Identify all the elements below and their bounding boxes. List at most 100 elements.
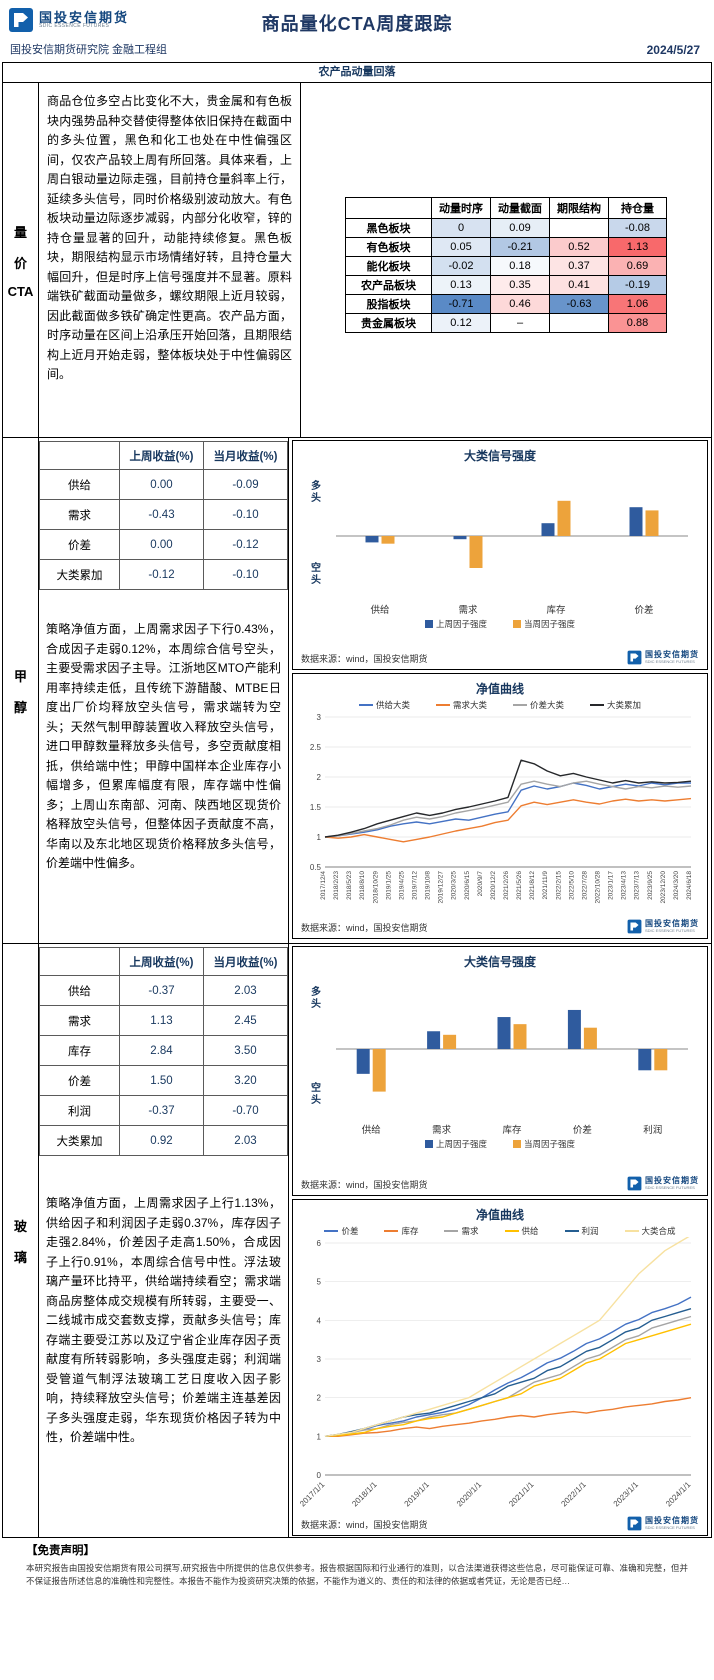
svg-text:价差: 价差 xyxy=(573,1124,592,1136)
svg-text:1: 1 xyxy=(317,833,322,842)
bar-chart-legend: 上周因子强度 当周因子强度 xyxy=(424,618,575,630)
svg-text:2020/3/25: 2020/3/25 xyxy=(451,871,458,900)
svg-text:2022/5/10: 2022/5/10 xyxy=(568,871,575,900)
svg-text:2024/3/20: 2024/3/20 xyxy=(673,871,680,900)
section-label-methanol: 甲醇 xyxy=(3,438,39,943)
glass-signal-strength-chart: 大类信号强度 多头 空头 供给 需求 库存 价差 利润 上周因子强度 当周因子强度 数据来… xyxy=(292,946,708,1196)
long-short-axis-labels: 多头 空头 xyxy=(303,466,325,616)
short-label: 空头 xyxy=(308,1082,320,1106)
svg-text:2018/1/1: 2018/1/1 xyxy=(350,1480,379,1509)
svg-text:2020/6/15: 2020/6/15 xyxy=(464,871,471,900)
svg-text:供给: 供给 xyxy=(362,1124,382,1136)
logo-brand-en: SDIC ESSENCE FUTURES xyxy=(645,927,695,933)
svg-text:2018/10/29: 2018/10/29 xyxy=(372,871,379,904)
bar-chart-legend: 上周因子强度 当周因子强度 xyxy=(424,1138,575,1150)
methanol-left-column: 上周收益(%) 当月收益(%) 供给 0.00 -0.09 需求 -0.43 -0.10 价差 0… xyxy=(39,438,289,943)
svg-text:2022/1/1: 2022/1/1 xyxy=(559,1480,588,1509)
chart-brand-logo: 国投安信期货 SDIC ESSENCE FUTURES xyxy=(627,650,699,665)
report-date: 2024/5/27 xyxy=(646,43,700,57)
svg-text:库存: 库存 xyxy=(502,1124,522,1136)
svg-text:2022/10/28: 2022/10/28 xyxy=(595,871,602,904)
svg-text:2023/1/17: 2023/1/17 xyxy=(608,871,615,900)
logo-brand-cn: 国投安信期货 xyxy=(645,919,699,929)
svg-text:2: 2 xyxy=(317,1394,322,1403)
report-title: 商品量化CTA周度跟踪 xyxy=(261,14,453,34)
report-subtitle: 国投安信期货研究院 金融工程组 xyxy=(10,44,168,56)
bar-chart-title: 大类信号强度 xyxy=(463,955,536,969)
company-logo: 国投安信期货 SDIC ESSENCE FUTURES xyxy=(8,7,129,33)
company-logo-icon xyxy=(9,8,33,32)
line-chart-plot: 0.5 1 1.5 2 2.5 3 2017/12/4 2018/2/23 2018/5/23 2… xyxy=(299,711,701,917)
svg-text:0.5: 0.5 xyxy=(310,863,322,872)
svg-text:2023/12/20: 2023/12/20 xyxy=(660,871,667,904)
methanol-returns-table: 上周收益(%) 当月收益(%) 供给 0.00 -0.09 需求 -0.43 -0.10 价差 0… xyxy=(39,441,288,590)
short-label: 空头 xyxy=(308,562,320,586)
svg-text:2019/1/25: 2019/1/25 xyxy=(385,871,392,900)
svg-text:2020/9/7: 2020/9/7 xyxy=(477,871,484,897)
svg-text:2: 2 xyxy=(317,773,322,782)
logo-brand-en: SDIC ESSENCE FUTURES xyxy=(645,1524,695,1530)
line-chart-legend: 价差 库存 需求 供给 利润 大类合成 xyxy=(324,1225,676,1237)
bar-chart-plot: 供给 需求 库存 价差 利润 xyxy=(325,972,699,1136)
chart-brand-logo: 国投安信期货 SDIC ESSENCE FUTURES xyxy=(627,1516,699,1531)
disclaimer-text: 本研究报告由国投安信期货有限公司撰写,研究报告中所提供的信息仅供参考。报告根据国… xyxy=(26,1563,688,1586)
svg-text:2021/2/26: 2021/2/26 xyxy=(503,871,510,900)
svg-text:6: 6 xyxy=(317,1239,322,1248)
company-logo-icon xyxy=(627,1516,642,1531)
svg-text:5: 5 xyxy=(317,1278,322,1287)
svg-text:1: 1 xyxy=(317,1432,322,1441)
svg-text:2021/1/1: 2021/1/1 xyxy=(507,1480,536,1509)
line-chart-plot: 0 1 2 3 4 5 6 2017/1/1 2018/1/1 2019/1/1 2020/1/1 2… xyxy=(299,1237,701,1514)
data-source-note: 数据来源：wind，国投安信期货 xyxy=(301,1520,428,1530)
chart-brand-logo: 国投安信期货 SDIC ESSENCE FUTURES xyxy=(627,1176,699,1191)
data-source-note: 数据来源：wind，国投安信期货 xyxy=(301,1180,428,1190)
svg-text:2017/12/4: 2017/12/4 xyxy=(320,871,327,900)
line-chart-title: 净值曲线 xyxy=(475,1208,524,1222)
disclaimer: 【免责声明】 本研究报告由国投安信期货有限公司撰写,研究报告中所提供的信息仅供参… xyxy=(0,1542,714,1588)
svg-text:0: 0 xyxy=(317,1471,322,1480)
svg-text:需求: 需求 xyxy=(432,1124,452,1136)
svg-text:1.5: 1.5 xyxy=(310,803,322,812)
methanol-chart-column: 大类信号强度 多头 空头 供给 需求 库存 价差 上周因子强度 当周因子强度 数据来源：… xyxy=(289,438,711,943)
svg-text:2018/8/10: 2018/8/10 xyxy=(359,871,366,900)
cta-heatmap-cell: 动量时序 动量截面 期限结构 持仓量 黑色板块 0 0.09 -0.08 有色板块 0.05 -0.… xyxy=(301,83,711,437)
svg-text:2023/9/25: 2023/9/25 xyxy=(647,871,654,900)
svg-text:利润: 利润 xyxy=(643,1124,662,1136)
svg-text:2018/5/23: 2018/5/23 xyxy=(346,871,353,900)
svg-text:2.5: 2.5 xyxy=(310,743,322,752)
company-logo-icon xyxy=(627,650,642,665)
long-label: 多头 xyxy=(308,986,320,1010)
logo-brand-en: SDIC ESSENCE FUTURES xyxy=(39,23,110,30)
glass-nav-curve-chart: 净值曲线 价差 库存 需求 供给 利润 大类合成 0 1 2 3 4 5 6 2017/1/1 2018/… xyxy=(292,1199,708,1536)
svg-text:2022/2/15: 2022/2/15 xyxy=(555,871,562,900)
logo-brand-cn: 国投安信期货 xyxy=(39,9,130,25)
svg-text:供给: 供给 xyxy=(370,604,390,616)
section-methanol: 甲醇 上周收益(%) 当月收益(%) 供给 0.00 -0.09 需求 -0.43 -0.10… xyxy=(3,438,711,944)
svg-text:2022/7/28: 2022/7/28 xyxy=(581,871,588,900)
svg-text:2024/6/18: 2024/6/18 xyxy=(686,871,693,900)
glass-left-column: 上周收益(%) 当月收益(%) 供给 -0.37 2.03 需求 1.13 2.45 库存 2.8… xyxy=(39,944,289,1538)
svg-text:2019/1/1: 2019/1/1 xyxy=(403,1480,432,1509)
section-label-price-volume-cta: 量价 CTA xyxy=(3,83,39,437)
methanol-signal-strength-chart: 大类信号强度 多头 空头 供给 需求 库存 价差 上周因子强度 当周因子强度 数据来源：… xyxy=(292,440,708,670)
svg-text:需求: 需求 xyxy=(458,604,478,616)
logo-brand-cn: 国投安信期货 xyxy=(645,1516,699,1526)
svg-text:2019/12/27: 2019/12/27 xyxy=(438,871,445,904)
svg-text:价差: 价差 xyxy=(634,604,653,616)
section-price-volume-cta: 量价 CTA 商品仓位多空占比变化不大，贵金属和有色板块内强势品种交替使得整体依旧… xyxy=(3,83,711,438)
cta-signal-heatmap-table: 动量时序 动量截面 期限结构 持仓量 黑色板块 0 0.09 -0.08 有色板块 0.05 -0.… xyxy=(345,197,667,333)
logo-brand-cn: 国投安信期货 xyxy=(645,650,699,660)
svg-text:2020/12/2: 2020/12/2 xyxy=(490,871,497,900)
data-source-note: 数据来源：wind，国投安信期货 xyxy=(301,654,428,664)
methanol-nav-curve-chart: 净值曲线 供给大类 需求大类 价差大类 大类累加 0.5 1 1.5 2 2.5 3 2017/1… xyxy=(292,673,708,939)
logo-brand-en: SDIC ESSENCE FUTURES xyxy=(645,658,695,664)
svg-text:2019/10/8: 2019/10/8 xyxy=(425,871,432,900)
svg-text:2017/1/1: 2017/1/1 xyxy=(299,1480,327,1509)
svg-text:2023/1/1: 2023/1/1 xyxy=(612,1480,641,1509)
svg-text:2018/2/23: 2018/2/23 xyxy=(333,871,340,900)
svg-text:2019/7/12: 2019/7/12 xyxy=(412,871,419,900)
svg-text:3: 3 xyxy=(317,1355,322,1364)
svg-text:2023/7/13: 2023/7/13 xyxy=(634,871,641,900)
disclaimer-heading: 【免责声明】 xyxy=(26,1545,95,1557)
